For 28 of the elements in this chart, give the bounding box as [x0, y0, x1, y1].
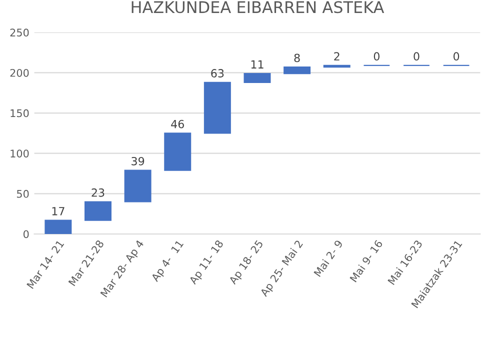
data-label: 0	[374, 52, 380, 61]
bar	[124, 170, 152, 202]
bar	[44, 220, 72, 234]
data-label: 8	[294, 54, 300, 62]
data-label: 23	[92, 188, 104, 197]
data-label: 2	[334, 52, 340, 60]
data-label: 63	[211, 69, 224, 78]
x-tick-label: Ap 4- 11	[150, 240, 186, 284]
data-label: 39	[132, 156, 144, 166]
data-label: 0	[414, 52, 420, 61]
data-label: 46	[171, 120, 184, 128]
y-tick-label: 250	[10, 28, 29, 37]
chart-title: HAZKUNDEA EIBARREN ASTEKA	[132, 1, 384, 14]
y-tick-label: 150	[10, 109, 29, 118]
data-label: 17	[52, 207, 64, 216]
x-tick-label: Ap 11- 18	[188, 240, 226, 286]
bar	[84, 201, 112, 221]
bar	[164, 132, 192, 171]
bar	[284, 66, 311, 74]
bar	[244, 72, 271, 83]
y-tick-label: 100	[10, 150, 29, 158]
x-tick-label: Ap 18- 25	[228, 240, 265, 286]
bar	[204, 82, 231, 134]
data-label: 0	[454, 52, 460, 61]
y-tick-label: 0	[24, 230, 29, 238]
y-tick-label: 50	[16, 190, 29, 198]
y-tick-label: 200	[10, 68, 29, 77]
data-label: 11	[251, 60, 264, 68]
